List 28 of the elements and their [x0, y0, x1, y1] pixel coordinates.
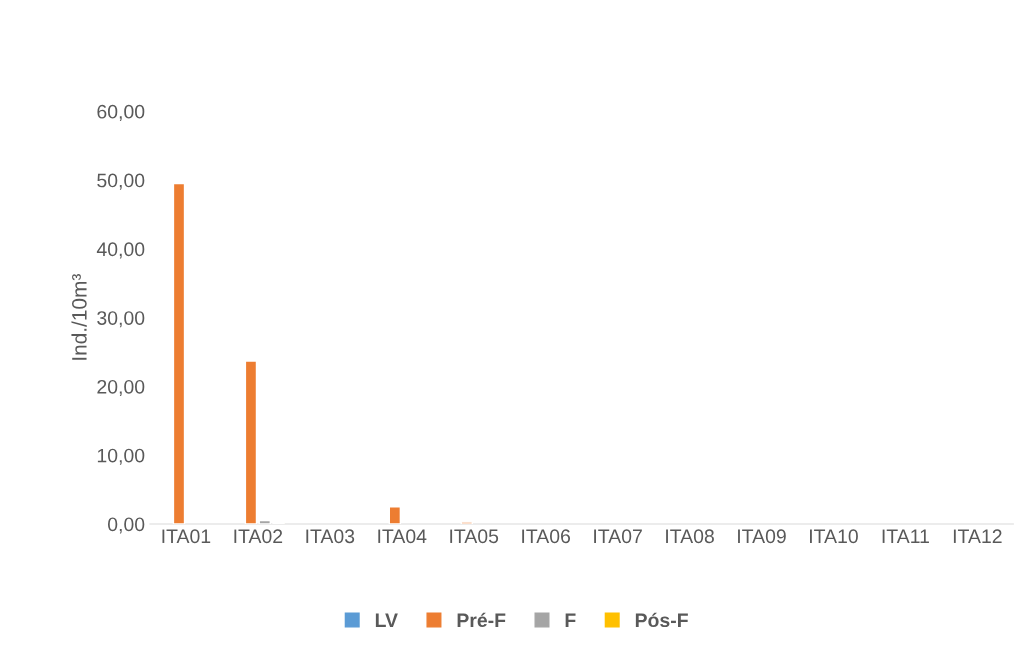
x-tick-label: ITA01: [162, 529, 211, 544]
bar: [460, 521, 474, 524]
y-tick-label: 40,00: [96, 242, 145, 259]
x-tick-label: ITA05: [450, 529, 499, 544]
x-tick-label: ITA04: [378, 529, 427, 544]
x-tick-label: ITA08: [666, 529, 714, 544]
x-tick-label: ITA07: [594, 529, 642, 544]
y-tick-label: 0,00: [107, 517, 145, 534]
y-tick-label: 20,00: [97, 379, 145, 396]
y-tick-label: 50,00: [97, 173, 145, 190]
x-tick-label: ITA03: [306, 529, 355, 544]
y-tick-label: 30,00: [97, 311, 145, 328]
x-tick-label: ITA09: [738, 529, 786, 544]
legend-label: Pós-F: [635, 612, 688, 628]
y-tick-label: 10,00: [97, 448, 145, 465]
bar: [244, 360, 258, 524]
legend-label: F: [565, 613, 576, 627]
x-tick-label: ITA11: [882, 529, 929, 543]
legend-label: LV: [375, 613, 398, 627]
x-tick-label: ITA02: [234, 529, 283, 544]
y-tick-label: 60,00: [97, 104, 145, 121]
y-axis-title: Ind./10m³: [71, 274, 87, 360]
x-tick-label: ITA12: [953, 529, 1002, 543]
x-tick-label: ITA10: [810, 529, 858, 544]
bar: [388, 506, 402, 524]
x-tick-label: ITA06: [522, 529, 571, 544]
legend-label: Pré-F: [457, 612, 506, 628]
bar: [172, 182, 186, 524]
